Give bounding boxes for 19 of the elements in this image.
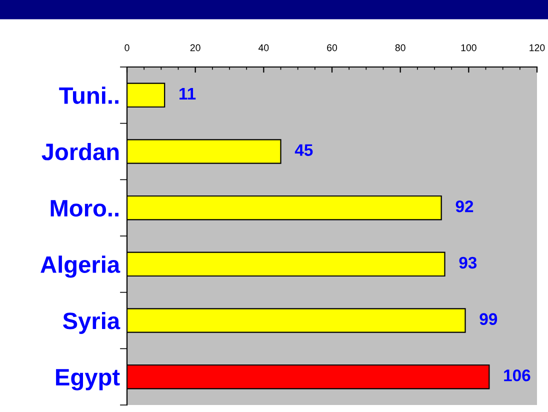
- x-tick-label: 60: [327, 44, 338, 52]
- x-tick-label: 0: [124, 44, 130, 52]
- data-label: 93: [459, 256, 477, 269]
- data-label: 106: [504, 370, 530, 382]
- x-tick-label: 40: [258, 44, 269, 52]
- y-tick-label: Tuni..: [59, 86, 118, 104]
- y-tick-label: Syria: [62, 312, 120, 334]
- x-tick-label: 80: [395, 44, 406, 52]
- y-tick-label: Algeria: [40, 256, 120, 278]
- data-label: 11: [180, 88, 196, 100]
- data-label: 92: [456, 200, 474, 212]
- x-tick-label: 20: [190, 44, 200, 52]
- y-tick-label: Jordan: [42, 142, 119, 160]
- x-tick-label: 100: [461, 44, 476, 52]
- y-tick-label: Moro..: [50, 200, 118, 217]
- x-tick-label: 120: [530, 44, 545, 52]
- data-label: 45: [294, 144, 313, 156]
- y-tick-label: Egypt: [56, 369, 120, 390]
- data-label: 99: [480, 313, 498, 325]
